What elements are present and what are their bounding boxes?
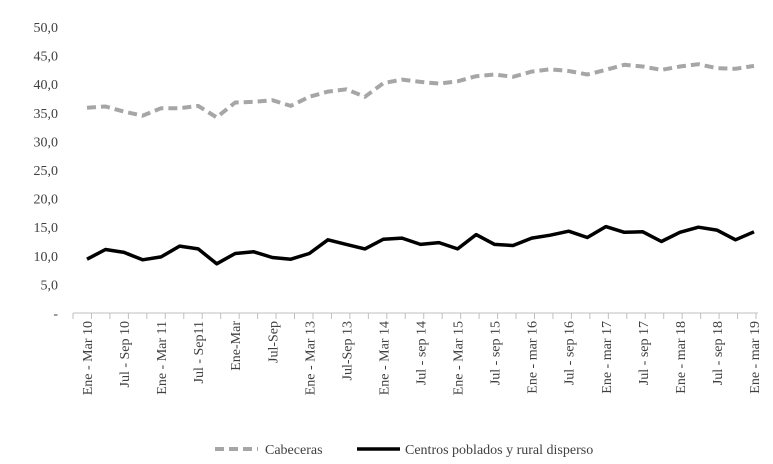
- y-tick-label: 40,0: [34, 78, 59, 93]
- x-tick-label: Jul - sep 18: [711, 321, 726, 385]
- y-tick-label: 35,0: [34, 107, 59, 122]
- x-tick-label: Jul - sep 15: [489, 321, 504, 385]
- series-layer: [86, 62, 755, 266]
- x-tick-label: Ene - Mar 15: [452, 321, 467, 395]
- x-tick-label: Jul-Sep 13: [340, 321, 355, 381]
- y-tick-label: 25,0: [34, 164, 59, 179]
- x-tick-label: Jul - sep 14: [415, 321, 430, 385]
- x-tick-label: Jul-Sep: [266, 321, 281, 363]
- x-tick-label: Jul - Sep 10: [118, 321, 133, 388]
- y-tick-label: 45,0: [34, 50, 59, 65]
- series-line-cabeceras: [86, 62, 755, 120]
- y-tick-label: 20,0: [34, 193, 59, 208]
- x-tick-label: Ene - mar 17: [600, 321, 615, 394]
- y-tick-label: -: [53, 307, 58, 322]
- x-tick-label: Ene - mar 16: [526, 321, 541, 394]
- x-tick-label: Ene-Mar: [229, 321, 244, 371]
- x-tick-label: Ene - Mar 13: [303, 321, 318, 395]
- x-tick-label: Ene - Mar 10: [81, 321, 96, 395]
- x-tick-label: Jul - sep 16: [563, 321, 578, 385]
- legend-label: Cabeceras: [265, 443, 323, 458]
- y-tick-label: 50,0: [34, 21, 59, 36]
- x-axis: Ene - Mar 10 Jul - Sep 10 Ene - Mar 11 Jul …: [72, 312, 763, 395]
- legend-label: Centros poblados y rural disperso: [405, 443, 593, 458]
- y-tick-label: 5,0: [41, 278, 59, 293]
- y-axis: - 5,0 10,0 15,0 20,0 25,0 30,0 35,0 40,0 45,0 50,0: [34, 21, 59, 322]
- x-tick-label: Ene - mar 19: [748, 321, 763, 394]
- x-tick-label: Ene - Mar 14: [377, 321, 392, 395]
- x-tick-label: Jul - Sep11: [192, 321, 207, 383]
- x-tick-label: Ene - mar 18: [674, 321, 689, 394]
- x-tick-label: Ene - Mar 11: [155, 321, 170, 395]
- series-line-centros-poblados: [86, 224, 755, 266]
- y-tick-label: 10,0: [34, 250, 59, 265]
- y-tick-label: 30,0: [34, 135, 59, 150]
- legend: Cabeceras Centros poblados y rural disper…: [215, 443, 593, 458]
- y-tick-label: 15,0: [34, 221, 59, 236]
- x-tick-label: Jul - sep 17: [637, 321, 652, 385]
